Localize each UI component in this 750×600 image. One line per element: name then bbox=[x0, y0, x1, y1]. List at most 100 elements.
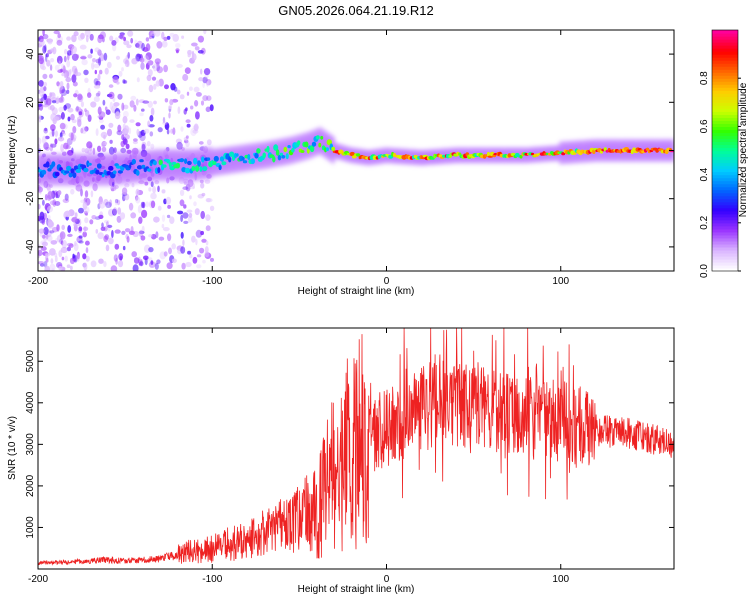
noise-speckle bbox=[108, 91, 115, 100]
noise-speckle bbox=[183, 220, 189, 224]
ridge-blob bbox=[162, 164, 167, 168]
noise-speckle bbox=[78, 207, 84, 214]
ridge-blob bbox=[356, 153, 361, 157]
ridge-blob bbox=[275, 149, 280, 156]
noise-speckle bbox=[124, 183, 130, 188]
noise-speckle bbox=[85, 34, 89, 43]
ridge-blob bbox=[266, 145, 270, 153]
noise-speckle bbox=[66, 82, 70, 90]
ridge-blob bbox=[349, 151, 355, 157]
spectrogram-y-tick-label: 20 bbox=[25, 96, 36, 108]
noise-speckle bbox=[39, 89, 45, 98]
colorbar-cell bbox=[712, 75, 738, 79]
noise-speckle bbox=[121, 230, 126, 235]
noise-speckle bbox=[60, 68, 63, 73]
noise-speckle bbox=[47, 215, 51, 220]
noise-speckle bbox=[89, 219, 94, 225]
noise-speckle bbox=[38, 106, 41, 111]
noise-speckle bbox=[122, 245, 126, 251]
noise-speckle bbox=[209, 205, 215, 211]
noise-speckle bbox=[69, 243, 74, 248]
noise-speckle bbox=[200, 100, 205, 106]
colorbar-cell bbox=[712, 93, 738, 97]
noise-speckle bbox=[117, 260, 124, 268]
noise-speckle bbox=[66, 138, 73, 146]
noise-speckle bbox=[135, 196, 141, 204]
noise-speckle bbox=[141, 42, 146, 52]
noise-speckle bbox=[210, 257, 214, 262]
noise-speckle bbox=[101, 146, 107, 152]
noise-speckle bbox=[181, 35, 185, 39]
noise-speckle bbox=[163, 251, 168, 257]
ridge-blob bbox=[242, 160, 248, 164]
noise-speckle bbox=[91, 215, 97, 220]
noise-speckle bbox=[64, 193, 69, 201]
ridge-blob bbox=[219, 156, 225, 162]
noise-speckle bbox=[46, 59, 51, 67]
noise-speckle bbox=[56, 55, 63, 64]
noise-speckle bbox=[54, 130, 58, 138]
colorbar-cell bbox=[712, 174, 738, 179]
noise-speckle bbox=[102, 99, 106, 106]
noise-speckle bbox=[124, 134, 130, 140]
noise-speckle bbox=[63, 55, 67, 63]
ridge-blob bbox=[218, 164, 222, 171]
colorbar-cell bbox=[712, 177, 738, 182]
noise-speckle bbox=[79, 44, 87, 50]
noise-speckle bbox=[42, 30, 45, 36]
noise-speckle bbox=[38, 215, 45, 224]
noise-speckle bbox=[38, 55, 44, 61]
snr-x-tick-label: -100 bbox=[202, 574, 222, 585]
noise-speckle bbox=[185, 119, 191, 124]
noise-speckle bbox=[139, 112, 144, 117]
noise-speckle bbox=[75, 54, 80, 59]
noise-speckle bbox=[201, 192, 206, 197]
ridge-blob bbox=[179, 158, 185, 163]
noise-speckle bbox=[161, 40, 168, 48]
ridge-blob bbox=[530, 152, 535, 156]
noise-speckle bbox=[86, 141, 93, 149]
noise-speckle bbox=[80, 32, 85, 40]
noise-speckle bbox=[74, 241, 77, 247]
noise-speckle bbox=[84, 109, 90, 117]
noise-speckle bbox=[52, 100, 57, 104]
noise-speckle bbox=[135, 188, 140, 196]
colorbar-cell bbox=[712, 45, 738, 49]
noise-speckle bbox=[129, 100, 135, 108]
noise-speckle bbox=[200, 230, 205, 236]
noise-speckle bbox=[180, 231, 184, 239]
noise-speckle bbox=[60, 112, 65, 120]
ridge-blob bbox=[221, 161, 227, 166]
colorbar-cell bbox=[712, 138, 738, 143]
ridge-blob bbox=[87, 162, 92, 166]
noise-speckle bbox=[187, 250, 192, 255]
ridge-blob bbox=[146, 168, 152, 172]
noise-speckle bbox=[150, 181, 154, 188]
colorbar-frame bbox=[711, 29, 739, 272]
noise-speckle bbox=[183, 204, 187, 209]
noise-speckle bbox=[84, 217, 89, 224]
noise-speckle bbox=[135, 43, 140, 48]
colorbar-cell bbox=[712, 147, 738, 152]
colorbar-cell bbox=[712, 153, 738, 158]
noise-speckle bbox=[43, 86, 47, 92]
noise-speckle bbox=[156, 41, 163, 49]
noise-speckle bbox=[43, 142, 49, 150]
ridge-blob bbox=[136, 165, 143, 170]
noise-speckle bbox=[149, 115, 154, 122]
noise-speckle bbox=[141, 143, 146, 152]
ridge-blob bbox=[287, 145, 291, 149]
ridge-blob bbox=[117, 170, 123, 174]
ridge-blob bbox=[486, 151, 490, 157]
colorbar-cell bbox=[712, 42, 738, 46]
noise-speckle bbox=[92, 58, 96, 63]
colorbar-cell bbox=[712, 63, 738, 67]
snr-y-tick-label: 5000 bbox=[25, 350, 36, 373]
snr-x-tick-label: -200 bbox=[28, 574, 48, 585]
noise-speckle bbox=[163, 64, 169, 73]
ridge-blob bbox=[235, 153, 239, 157]
noise-speckle bbox=[202, 76, 208, 84]
ridge-blob bbox=[96, 163, 102, 169]
noise-speckle bbox=[111, 230, 114, 238]
